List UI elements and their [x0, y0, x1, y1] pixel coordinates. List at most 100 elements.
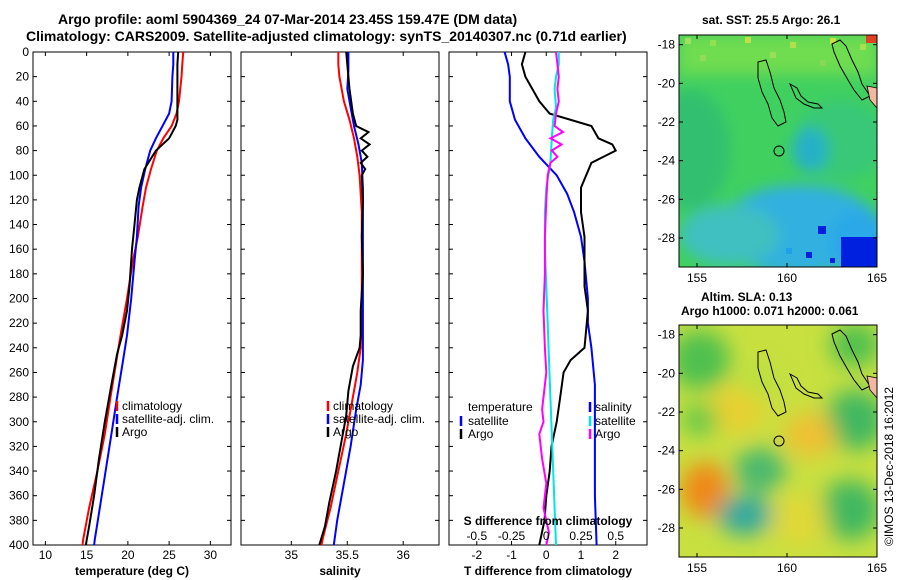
- map-y-tick-label: -20: [658, 366, 676, 380]
- x-tick-label: 36: [397, 548, 411, 562]
- y-tick-label: 380: [9, 513, 29, 527]
- x-tick-label: 20: [121, 548, 135, 562]
- secondary-x-tick-label: 0: [543, 529, 550, 543]
- difference-panel: -2 -1 0 1 2 T difference from climatology S di…: [448, 51, 648, 578]
- y-tick-label: 60: [16, 119, 30, 133]
- legend-label: climatology: [333, 399, 393, 413]
- y-tick-label: 300: [9, 415, 29, 429]
- coastline: [757, 329, 871, 417]
- sst-map-axes: 155 160 165 -18 -20 -22 -24 -26 -28: [658, 35, 887, 285]
- legend-label: satellite: [468, 414, 509, 428]
- x-tick-label: -1: [506, 548, 517, 562]
- salinity-xlabel: salinity: [319, 564, 361, 578]
- x-tick-label: 35: [285, 548, 299, 562]
- map-y-tick-label: -26: [658, 192, 676, 206]
- sst-field: [679, 35, 877, 267]
- map-y-tick-label: -24: [658, 444, 676, 458]
- map-y-tick-label: -28: [658, 521, 676, 535]
- map-x-tick-label: 160: [777, 271, 797, 285]
- legend-heading-temperature: temperature: [468, 400, 533, 414]
- legend-label: satellite: [595, 414, 636, 428]
- x-tick-label: 15: [80, 548, 94, 562]
- map-y-tick-label: -26: [658, 482, 676, 496]
- map-y-tick-label: -22: [658, 405, 676, 419]
- map-y-tick-label: -18: [658, 38, 676, 52]
- sla-map-title: Altim. SLA: 0.13: [701, 290, 793, 304]
- y-tick-label: 240: [9, 341, 29, 355]
- x-tick-label: 10: [39, 548, 53, 562]
- x-tick-label: -2: [471, 548, 482, 562]
- legend-label: satellite-adj. clim.: [333, 412, 425, 426]
- temperature-xlabel: temperature (deg C): [75, 564, 189, 578]
- map-y-tick-label: -22: [658, 115, 676, 129]
- secondary-xlabel: S difference from climatology: [464, 514, 633, 528]
- x-tick-label: 2: [612, 548, 619, 562]
- series-line-temperature-satellite: [503, 51, 598, 546]
- map-x-tick-label: 160: [777, 561, 797, 575]
- map-x-tick-label: 155: [687, 271, 707, 285]
- legend-label: Argo: [122, 425, 148, 439]
- sla-map-subtitle: Argo h1000: 0.071 h2000: 0.061: [681, 304, 859, 318]
- figure-title-line2: Climatology: CARS2009. Satellite-adjuste…: [26, 28, 627, 44]
- y-tick-label: 320: [9, 439, 29, 453]
- sst-map-frame: [678, 34, 878, 268]
- legend-label: Argo: [333, 425, 359, 439]
- difference-frame: [448, 51, 648, 546]
- y-tick-label: 280: [9, 390, 29, 404]
- sst-map: sat. SST: 25.5 Argo: 26.1: [658, 13, 888, 285]
- coastline: [757, 39, 871, 127]
- y-tick-label: 40: [16, 94, 30, 108]
- secondary-x-tick-label: -0.25: [498, 529, 526, 543]
- x-tick-label: 1: [578, 548, 585, 562]
- salinity-frame: [240, 51, 440, 546]
- sst-argo-marker: [773, 145, 785, 157]
- y-tick-label: 200: [9, 292, 29, 306]
- sla-argo-marker: [773, 435, 785, 447]
- y-tick-label: 180: [9, 267, 29, 281]
- difference-xlabel: T difference from climatology: [464, 564, 632, 578]
- sst-map-title: sat. SST: 25.5 Argo: 26.1: [702, 13, 841, 27]
- sst-pixels: [685, 35, 877, 267]
- figure-title-line1: Argo profile: aoml 5904369_24 07-Mar-201…: [58, 11, 517, 27]
- series-line-argo: [84, 51, 180, 546]
- y-tick-label: 360: [9, 489, 29, 503]
- y-tick-label: 220: [9, 316, 29, 330]
- y-tick-label: 340: [9, 464, 29, 478]
- y-tick-label: 80: [16, 144, 30, 158]
- legend-heading-salinity: salinity: [595, 400, 632, 414]
- y-tick-label: 140: [9, 218, 29, 232]
- y-tick-label: 260: [9, 365, 29, 379]
- map-x-tick-label: 165: [867, 561, 887, 575]
- series-line-salinity-argo: [538, 51, 565, 546]
- y-tick-label: 100: [9, 168, 29, 182]
- sla-field: [679, 325, 877, 557]
- secondary-x-tick-label: 0.5: [607, 529, 624, 543]
- map-y-tick-label: -20: [658, 76, 676, 90]
- legend-label: satellite-adj. clim.: [122, 412, 214, 426]
- salinity-panel: 35 35.5 36 salinity climatologysatellite-adj…: [240, 51, 440, 578]
- sla-map-frame: [678, 324, 878, 558]
- sla-map: Altim. SLA: 0.13 Argo h1000: 0.071 h2000…: [658, 290, 888, 575]
- series-line-satellite-adj-clim-: [332, 52, 364, 546]
- map-y-tick-label: -24: [658, 154, 676, 168]
- y-tick-label: 0: [22, 45, 29, 59]
- x-tick-label: 30: [204, 548, 218, 562]
- x-tick-label: 0: [543, 548, 550, 562]
- map-y-tick-label: -18: [658, 328, 676, 342]
- series-line-satellite-adj-clim-: [93, 52, 175, 546]
- temperature-panel: 0 20 40 60 80 100 120 140 160 180 200 220 240 260 280 3…: [9, 45, 232, 578]
- credit-text: ©IMOS 13-Dec-2018 16:2012: [882, 387, 896, 546]
- x-tick-label: 25: [162, 548, 176, 562]
- y-tick-label: 120: [9, 193, 29, 207]
- legend-label: Argo: [595, 427, 621, 441]
- y-tick-label: 400: [9, 538, 29, 552]
- x-tick-label: 35.5: [336, 548, 360, 562]
- sla-map-axes: 155 160 165 -18 -20 -22 -24 -26 -28: [658, 325, 887, 575]
- map-x-tick-label: 155: [687, 561, 707, 575]
- y-tick-label: 160: [9, 242, 29, 256]
- legend-label: Argo: [468, 427, 494, 441]
- map-x-tick-label: 165: [867, 271, 887, 285]
- series-line-argo: [318, 51, 372, 546]
- secondary-x-tick-label: 0.25: [569, 529, 593, 543]
